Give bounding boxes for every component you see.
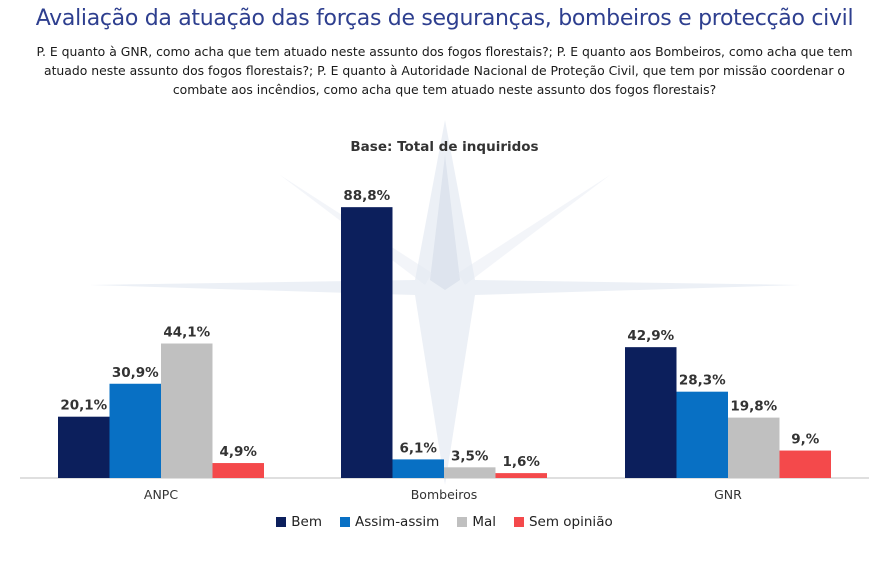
chart-legend: Bem Assim-assim Mal Sem opinião (0, 514, 889, 530)
legend-label: Mal (472, 514, 496, 530)
bar-anpc-2 (109, 383, 161, 478)
category-label: GNR (714, 487, 742, 502)
data-label: 20,1% (60, 398, 107, 414)
bar-gnr-1 (625, 347, 677, 478)
legend-item: Bem (276, 514, 322, 530)
data-label: 88,8% (343, 188, 390, 204)
question-text: P. E quanto à GNR, como acha que tem atu… (36, 44, 853, 97)
legend-label: Bem (291, 514, 322, 530)
bar-anpc-4 (212, 463, 264, 478)
legend-label: Assim-assim (354, 514, 440, 530)
bar-gnr-3 (728, 417, 780, 478)
bar-bombeiros-2 (392, 459, 444, 478)
chart-subtitle: Base: Total de inquiridos (350, 139, 539, 155)
chart-title: Avaliação da atuação das forças de segur… (35, 6, 854, 31)
data-label: 19,8% (730, 399, 777, 415)
data-label: 1,6% (503, 454, 541, 470)
legend-swatch (513, 517, 524, 527)
bar-anpc-1 (58, 416, 110, 478)
data-label: 3,5% (451, 448, 489, 464)
data-label: 44,1% (163, 324, 210, 340)
data-label: 4,9% (220, 444, 258, 460)
legend-swatch (339, 517, 350, 527)
legend-item: Sem opinião (513, 514, 613, 530)
legend-swatch (457, 517, 468, 527)
data-label: 9,% (791, 432, 820, 448)
bar-bombeiros-1 (341, 207, 393, 478)
bar-gnr-4 (779, 450, 831, 478)
category-label: Bombeiros (411, 487, 478, 502)
legend-item: Mal (457, 514, 496, 530)
legend-swatch (276, 517, 287, 527)
category-label: ANPC (144, 487, 178, 502)
legend-label: Sem opinião (528, 514, 613, 530)
data-label: 6,1% (400, 440, 438, 456)
bar-bombeiros-4 (495, 473, 547, 478)
bar-bombeiros-3 (444, 467, 496, 478)
data-label: 42,9% (627, 328, 674, 344)
bar-gnr-2 (676, 391, 728, 478)
legend-item: Assim-assim (339, 514, 440, 530)
data-label: 28,3% (679, 373, 726, 389)
bar-anpc-3 (161, 343, 213, 478)
data-label: 30,9% (112, 365, 159, 381)
